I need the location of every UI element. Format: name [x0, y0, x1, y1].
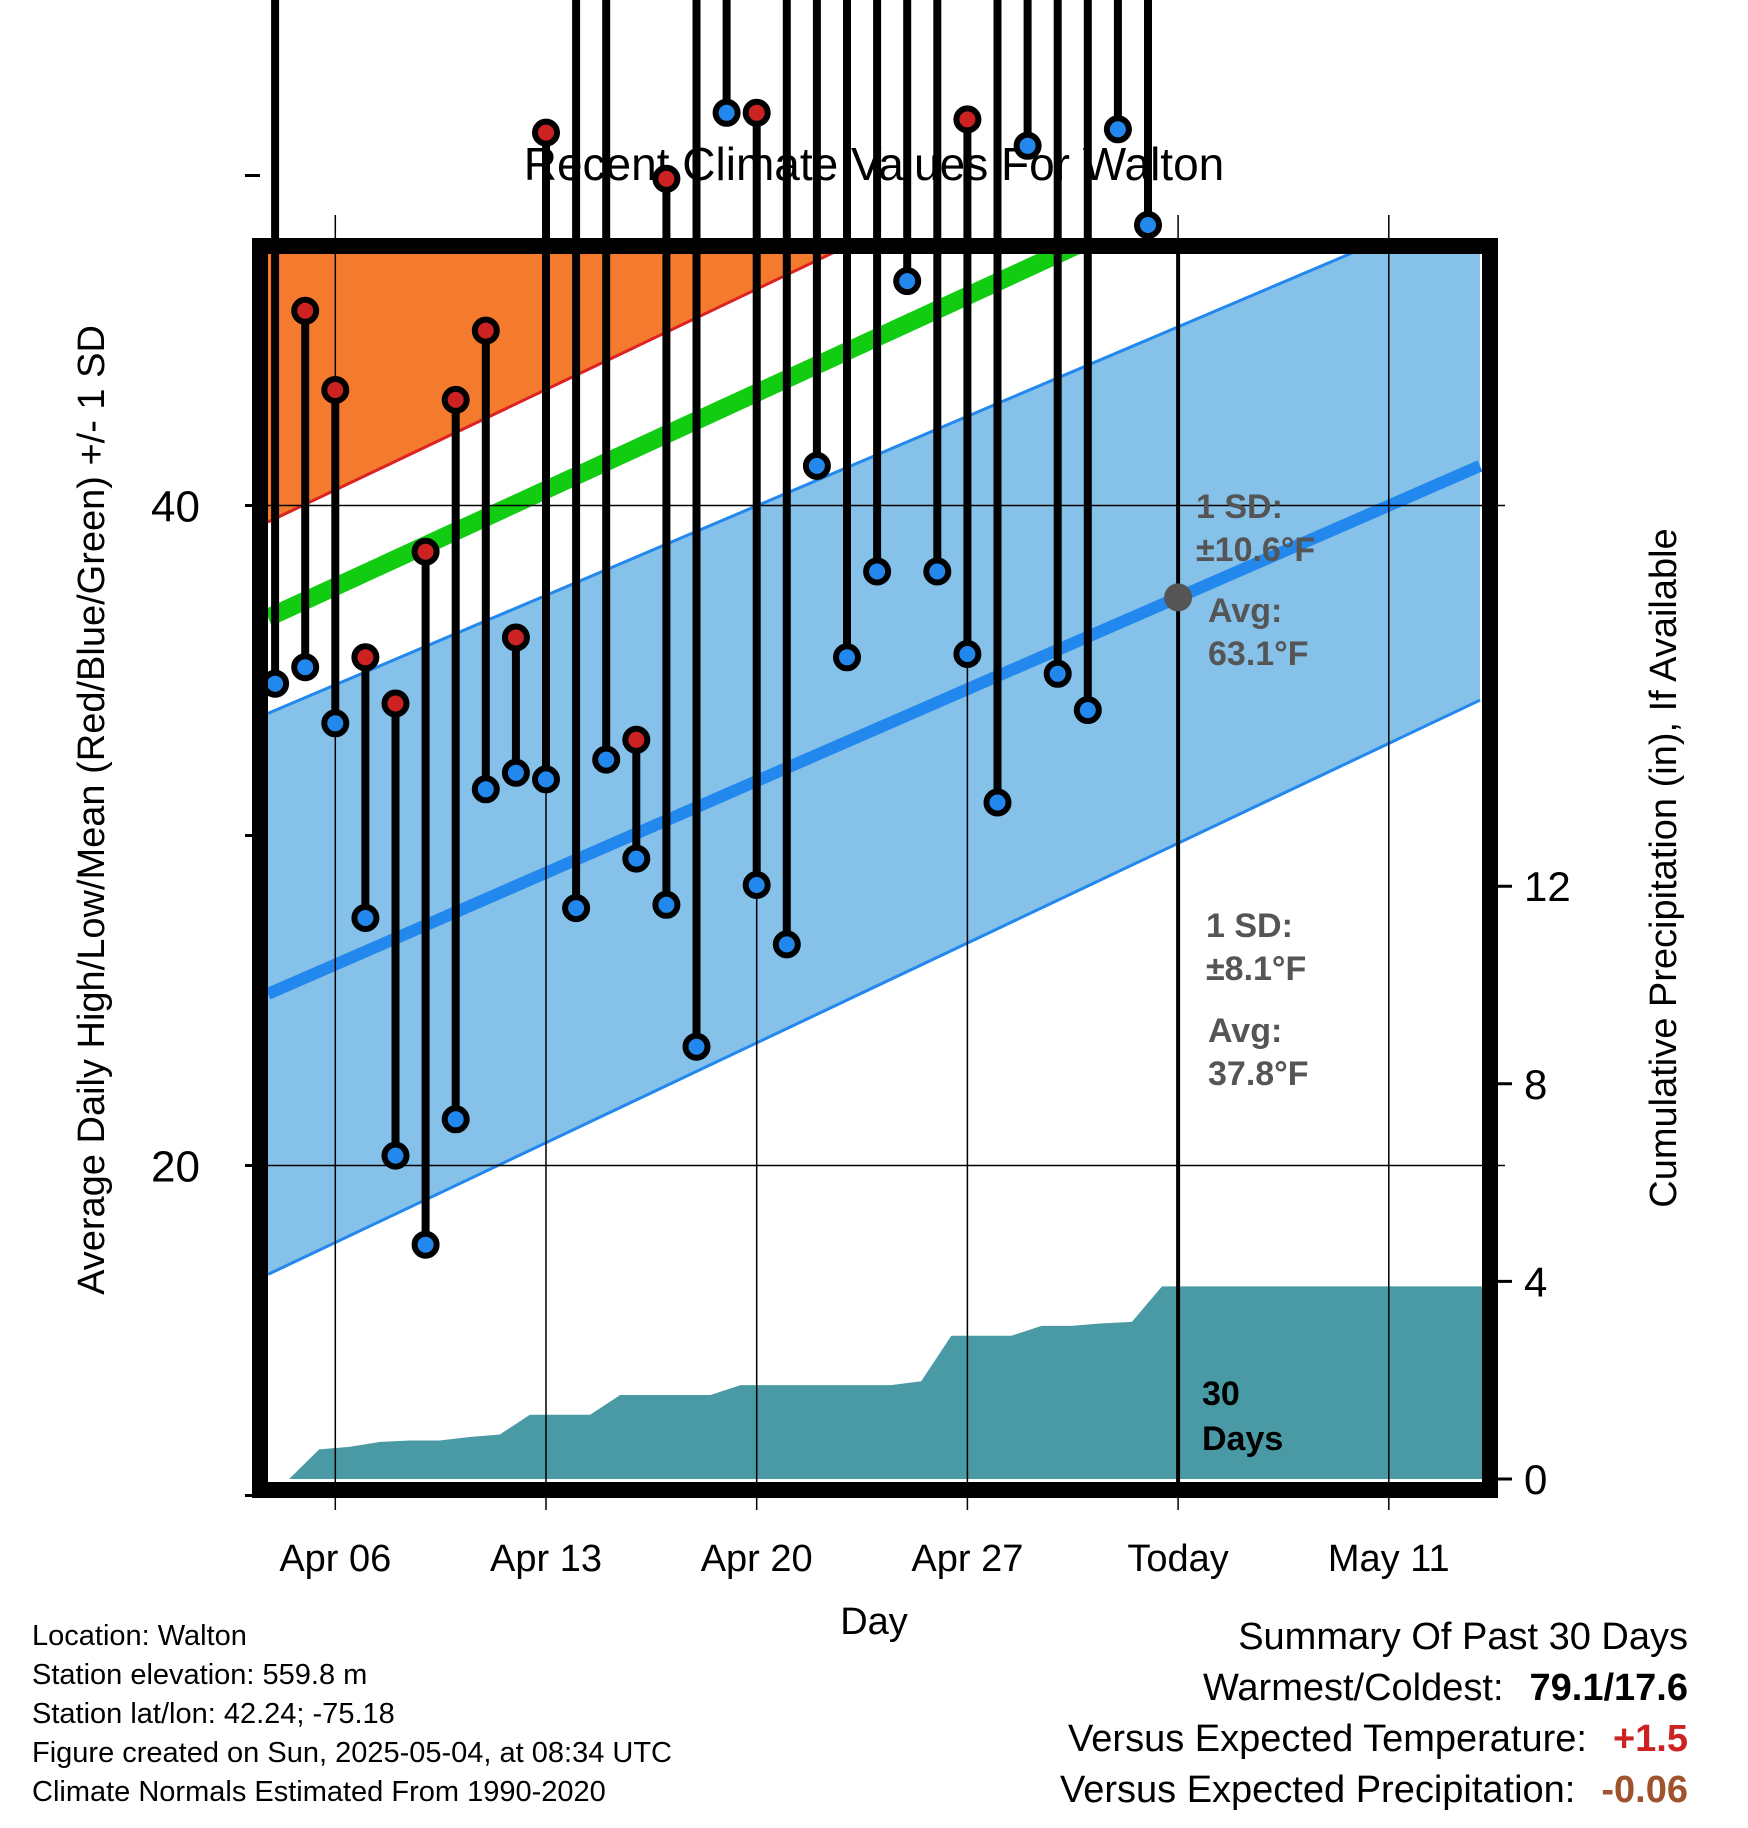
- warm-cold-label: Warmest/Coldest:: [1202, 1667, 1504, 1709]
- normals-text: Climate Normals Estimated From 1990-2020: [32, 1776, 606, 1808]
- low-avg-value: 37.8°F: [1208, 1055, 1309, 1093]
- high-temp-point: [291, 296, 320, 325]
- low-normal-line: [265, 460, 1483, 1000]
- high-temp-point: [622, 725, 651, 754]
- low-temp-point: [682, 1032, 711, 1061]
- precip-row: Versus Expected Precipitation: -0.06: [1060, 1765, 1688, 1816]
- low-temp-point: [1043, 659, 1072, 688]
- low-temp-point: [562, 894, 591, 923]
- high-temp-point: [501, 623, 530, 652]
- low-temp-point: [321, 709, 350, 738]
- high-temp-point: [652, 164, 681, 193]
- high-sd-value: ±10.6°F: [1196, 531, 1315, 569]
- low-temp-point: [742, 871, 771, 899]
- y2-tick-label: 0: [1524, 1456, 1547, 1503]
- days-count-word: Days: [1202, 1420, 1283, 1458]
- x-axis-label: Day: [840, 1601, 908, 1643]
- low-temp-point: [1103, 115, 1132, 144]
- low-temp-point: [532, 765, 560, 794]
- y-tick-label: 20: [151, 1143, 200, 1192]
- latlon-text: Station lat/lon: 42.24; -75.18: [32, 1698, 395, 1730]
- precip-area: [261, 1286, 1490, 1479]
- high-temp-point: [381, 689, 410, 718]
- y-tick-label: 40: [151, 483, 200, 532]
- high-temp-point: [742, 98, 771, 127]
- summary-panel: Summary Of Past 30 Days Warmest/Coldest:…: [1060, 1612, 1688, 1816]
- station-info: Location: Walton Station elevation: 559.…: [32, 1617, 672, 1812]
- location-text: Location: Walton: [32, 1620, 247, 1652]
- low-temp-point: [501, 758, 530, 787]
- high-avg-label: Avg:: [1208, 592, 1282, 630]
- high-avg-value: 63.1°F: [1208, 635, 1309, 673]
- high-temp-point: [411, 537, 440, 566]
- low-temp-point: [622, 844, 651, 873]
- temp-row: Versus Expected Temperature: +1.5: [1060, 1714, 1688, 1765]
- high-temp-point: [471, 316, 500, 345]
- high-temp-point: [953, 105, 982, 134]
- low-band-lower-edge: [267, 698, 1481, 1276]
- temp-label: Versus Expected Temperature:: [1068, 1718, 1587, 1760]
- high-temp-point: [321, 376, 350, 404]
- low-temp-point: [863, 557, 892, 586]
- plot-area: 1 SD: ±10.6°F Avg: 63.1°F 1 SD: ±8.1°F Avg: 37.…: [151, 0, 1571, 1580]
- low-temp-point: [802, 451, 831, 480]
- low-temp-point: [381, 1141, 410, 1170]
- elevation-text: Station elevation: 559.8 m: [32, 1659, 368, 1691]
- low-temp-point: [923, 557, 952, 586]
- low-avg-label: Avg:: [1208, 1012, 1282, 1050]
- high-temp-point: [532, 118, 560, 147]
- low-temp-point: [411, 1230, 440, 1259]
- low-temp-point: [983, 788, 1012, 817]
- temp-value: +1.5: [1612, 1718, 1688, 1760]
- low-temp-point: [592, 745, 621, 774]
- low-temp-point: [1013, 131, 1042, 160]
- low-temp-point: [652, 890, 681, 919]
- y2-tick-label: 4: [1524, 1258, 1547, 1305]
- low-temp-point: [893, 267, 922, 296]
- summary-heading: Summary Of Past 30 Days: [1238, 1616, 1688, 1658]
- x-tick-label: Apr 27: [911, 1538, 1023, 1580]
- low-temp-point: [772, 930, 801, 959]
- warm-cold-row: Warmest/Coldest: 79.1/17.6: [1060, 1663, 1688, 1714]
- precip-label: Versus Expected Precipitation:: [1059, 1769, 1576, 1811]
- x-tick-label: Apr 06: [279, 1538, 391, 1580]
- days-count-number: 30: [1202, 1375, 1240, 1413]
- low-sd-label: 1 SD:: [1206, 907, 1293, 945]
- low-temp-point: [953, 640, 982, 668]
- x-tick-label: Apr 20: [701, 1538, 813, 1580]
- low-temp-point: [833, 643, 861, 672]
- low-temp-point: [441, 1105, 470, 1134]
- high-temp-point: [351, 643, 380, 672]
- y2-axis-label: Cumulative Precipitation (in), If Availa…: [1643, 528, 1685, 1207]
- high-sd-label: 1 SD:: [1196, 488, 1283, 526]
- y-axis-label: Average Daily High/Low/Mean (Red/Blue/Gr…: [71, 325, 113, 1295]
- warm-cold-value: 79.1/17.6: [1529, 1667, 1688, 1709]
- plot-frame: [252, 238, 1498, 1498]
- x-tick-label: Apr 13: [490, 1538, 602, 1580]
- high-band-lower-edge: [267, 246, 851, 524]
- low-temp-point: [291, 653, 320, 682]
- low-temp-point: [471, 775, 500, 804]
- y2-tick-label: 8: [1524, 1061, 1547, 1108]
- low-temp-point: [712, 98, 741, 127]
- x-tick-label: Today: [1127, 1538, 1228, 1580]
- low-temp-point: [1073, 696, 1102, 725]
- high-temp-point: [441, 385, 470, 414]
- low-avg-marker: [1164, 583, 1193, 612]
- created-text: Figure created on Sun, 2025-05-04, at 08…: [32, 1737, 672, 1769]
- low-temp-point: [351, 904, 380, 932]
- precip-value: -0.06: [1601, 1769, 1688, 1811]
- x-tick-label: May 11: [1328, 1538, 1450, 1580]
- low-sd-value: ±8.1°F: [1206, 950, 1306, 988]
- low-temp-point: [1134, 211, 1162, 239]
- y2-tick-label: 12: [1524, 863, 1571, 910]
